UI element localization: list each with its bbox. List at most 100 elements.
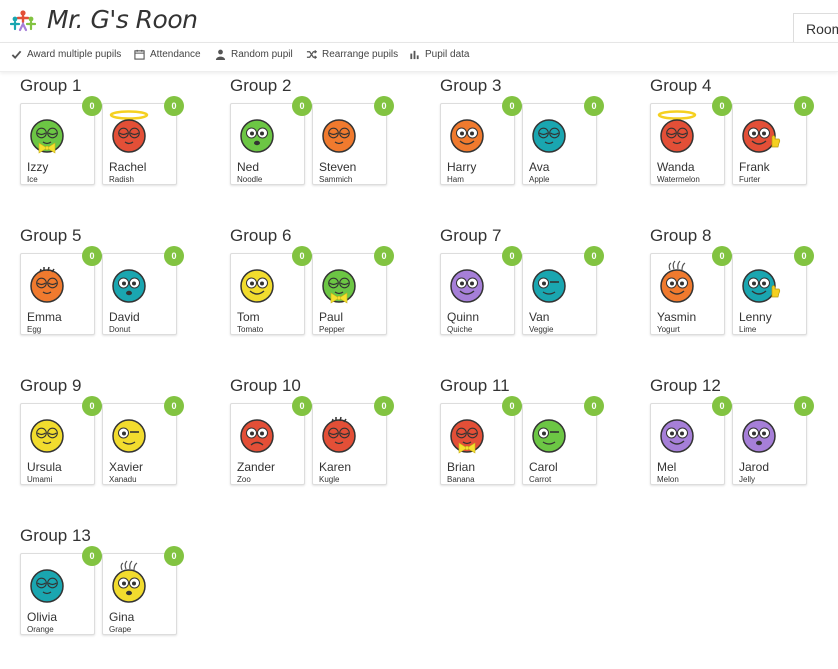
- award-multiple-button[interactable]: Award multiple pupils: [11, 49, 121, 60]
- pupil-card[interactable]: 0 Paul Pepper: [312, 246, 394, 335]
- monster-avatar-icon: [30, 419, 64, 453]
- monster-avatar-icon: [532, 119, 566, 153]
- group-title[interactable]: Group 12: [650, 376, 721, 395]
- group-title[interactable]: Group 3: [440, 76, 502, 95]
- group-title[interactable]: Group 6: [230, 226, 292, 245]
- pupil-card[interactable]: 0 Quinn Quiche: [440, 246, 522, 335]
- pupil-name: Yasmin: [657, 310, 697, 324]
- pupil-card[interactable]: 0 Jarod Jelly: [732, 396, 814, 485]
- pupil-card[interactable]: 0 Gina Grape: [102, 546, 184, 635]
- monster-avatar-icon: [660, 419, 694, 453]
- pupil-nickname: Quiche: [447, 325, 473, 334]
- pupil-card[interactable]: 0 Xavier Xanadu: [102, 396, 184, 485]
- group-4: Group 4 0 Wanda Watermelon 0 Frank Furter: [650, 76, 838, 206]
- pupil-nickname: Kugle: [319, 475, 340, 484]
- monster-avatar-icon: [30, 266, 64, 303]
- pupil-name: Rachel: [109, 160, 147, 174]
- pupil-name: Tom: [237, 310, 260, 324]
- pupil-name: Mel: [657, 460, 677, 474]
- group-10: Group 10 0 Zander Zoo 0 Karen Kugle: [230, 376, 430, 506]
- monster-avatar-icon: [742, 119, 781, 153]
- group-title[interactable]: Group 8: [650, 226, 712, 245]
- pupil-card[interactable]: 0 Zander Zoo: [230, 396, 312, 485]
- monster-avatar-icon: [30, 119, 64, 154]
- group-title[interactable]: Group 2: [230, 76, 292, 95]
- pupil-nickname: Umami: [27, 475, 53, 484]
- pupil-name: Zander: [237, 460, 276, 474]
- pupil-card[interactable]: 0 Steven Sammich: [312, 96, 394, 185]
- pupil-card[interactable]: 0 Brian Banana: [440, 396, 522, 485]
- pupil-nickname: Pepper: [319, 325, 345, 334]
- pupil-name: Olivia: [27, 610, 58, 624]
- rearrange-pupils-button[interactable]: Rearrange pupils: [306, 49, 398, 60]
- points-badge: 0: [82, 96, 102, 116]
- pupil-nickname: Noodle: [237, 175, 263, 184]
- group-title[interactable]: Group 11: [440, 376, 510, 395]
- pupil-nickname: Orange: [27, 625, 54, 634]
- monster-avatar-icon: [322, 119, 356, 153]
- pupil-card[interactable]: 0 Van Veggie: [522, 246, 604, 335]
- pupil-name: Ursula: [27, 460, 62, 474]
- monster-avatar-icon: [112, 269, 146, 303]
- pupil-data-label: Pupil data: [425, 49, 470, 60]
- group-12: Group 12 0 Mel Melon 0 Jarod Jelly: [650, 376, 838, 506]
- group-title[interactable]: Group 13: [20, 526, 91, 545]
- pupil-nickname: Tomato: [237, 325, 264, 334]
- pupil-nickname: Zoo: [237, 475, 251, 484]
- pupil-nickname: Carrot: [529, 475, 552, 484]
- pupil-nickname: Ice: [27, 175, 38, 184]
- points-badge: 0: [292, 246, 312, 266]
- points-badge: 0: [374, 96, 394, 116]
- tab-room[interactable]: Room: [793, 13, 838, 43]
- points-badge: 0: [502, 246, 522, 266]
- pupil-card[interactable]: 0 Olivia Orange: [20, 546, 102, 635]
- pupil-card[interactable]: 0 Tom Tomato: [230, 246, 312, 335]
- group-8: Group 8 0 Yasmin Yogurt 0 Lenny Lime: [650, 226, 838, 356]
- shuffle-icon: [306, 49, 317, 60]
- random-pupil-button[interactable]: Random pupil: [215, 49, 293, 60]
- monster-avatar-icon: [109, 110, 149, 153]
- pupil-card[interactable]: 0 Yasmin Yogurt: [650, 246, 732, 335]
- pupil-card[interactable]: 0 Harry Ham: [440, 96, 522, 185]
- pupil-card[interactable]: 0 Ava Apple: [522, 96, 604, 185]
- attendance-button[interactable]: Attendance: [134, 49, 201, 60]
- group-title[interactable]: Group 5: [20, 226, 82, 245]
- pupil-name: Izzy: [27, 160, 49, 174]
- points-badge: 0: [584, 396, 604, 416]
- check-icon: [11, 50, 22, 60]
- pupil-card[interactable]: 0 Lenny Lime: [732, 246, 814, 335]
- pupil-name: Paul: [319, 310, 344, 324]
- pupil-card[interactable]: 0 Rachel Radish: [102, 96, 184, 185]
- group-title[interactable]: Group 10: [230, 376, 301, 395]
- calendar-icon: [134, 49, 145, 60]
- monster-avatar-icon: [112, 419, 146, 453]
- points-badge: 0: [164, 546, 184, 566]
- pupil-nickname: Yogurt: [657, 325, 680, 334]
- group-title[interactable]: Group 7: [440, 226, 502, 245]
- pupil-name: Frank: [739, 160, 770, 174]
- pupil-card[interactable]: 0 David Donut: [102, 246, 184, 335]
- pupil-card[interactable]: 0 Ursula Umami: [20, 396, 102, 485]
- monster-avatar-icon: [742, 269, 781, 303]
- group-title[interactable]: Group 4: [650, 76, 712, 95]
- pupil-card[interactable]: 0 Mel Melon: [650, 396, 732, 485]
- pupil-card[interactable]: 0 Frank Furter: [732, 96, 814, 185]
- people-logo-icon[interactable]: [10, 9, 36, 33]
- pupil-card[interactable]: 0 Izzy Ice: [20, 96, 102, 185]
- pupil-card[interactable]: 0 Ned Noodle: [230, 96, 312, 185]
- monster-avatar-icon: [450, 269, 484, 303]
- pupil-card[interactable]: 0 Wanda Watermelon: [650, 96, 732, 185]
- pupil-nickname: Apple: [529, 175, 550, 184]
- person-icon: [215, 49, 226, 60]
- pupil-name: Karen: [319, 460, 352, 474]
- top-bar: Mr. G's Roon Room: [0, 0, 838, 43]
- group-title[interactable]: Group 9: [20, 376, 82, 395]
- pupil-card[interactable]: 0 Karen Kugle: [312, 396, 394, 485]
- page-title: Mr. G's Roon: [47, 5, 198, 34]
- pupil-card[interactable]: 0 Carol Carrot: [522, 396, 604, 485]
- group-title[interactable]: Group 1: [20, 76, 82, 95]
- pupil-name: Harry: [447, 160, 477, 174]
- pupil-data-button[interactable]: Pupil data: [409, 49, 469, 60]
- pupil-card[interactable]: 0 Emma Egg: [20, 246, 102, 335]
- points-badge: 0: [374, 246, 394, 266]
